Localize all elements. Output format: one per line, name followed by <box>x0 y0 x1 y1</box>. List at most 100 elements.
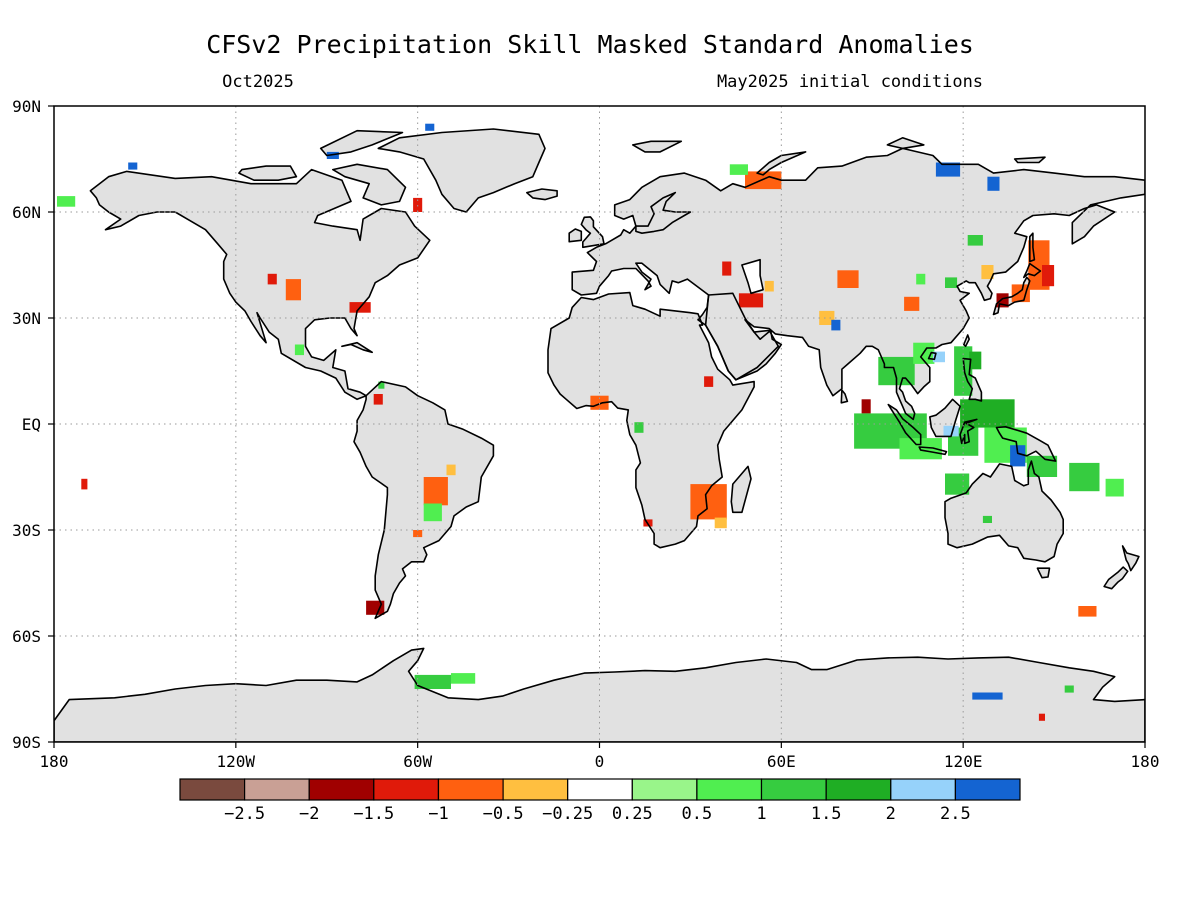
colorbar-swatch <box>760 778 827 801</box>
lake-caspian-sea <box>741 259 764 294</box>
lat-tick-label: 60S <box>12 627 41 646</box>
anomaly-cell <box>969 351 982 370</box>
land-new-siberian-islands <box>1014 157 1045 163</box>
colorbar-swatch <box>890 778 956 801</box>
colorbar-swatch <box>954 778 1021 801</box>
anomaly-cell <box>267 273 277 285</box>
anomaly-cell <box>378 381 385 389</box>
coastline-hainan <box>927 351 937 361</box>
colorbar-label: −0.25 <box>542 804 593 824</box>
coastline-new-zealand-south <box>1103 566 1129 590</box>
colorbar-label: −0.5 <box>483 804 524 824</box>
colorbar-label: −1.5 <box>353 804 394 824</box>
anomaly-cell <box>285 279 301 301</box>
anomaly-cell <box>57 196 76 207</box>
anomaly-cell <box>373 394 383 405</box>
land-arabia-fill <box>705 293 779 380</box>
anomaly-cell <box>831 319 841 331</box>
coastline-greenland <box>377 128 546 213</box>
colorbar-swatch <box>373 778 439 801</box>
coastline-java <box>918 446 948 456</box>
land-ireland <box>569 229 582 242</box>
land-north-america <box>90 169 430 400</box>
lon-tick-label: 180 <box>1131 752 1160 771</box>
anomaly-cell <box>1064 685 1074 693</box>
coastline-baffin-island <box>331 163 407 206</box>
land-greenland <box>378 129 545 212</box>
lon-tick-label: 60W <box>403 752 432 771</box>
lat-tick-label: 60N <box>12 203 41 222</box>
land-great-britain <box>581 216 604 248</box>
lat-tick-label: 30S <box>12 521 41 540</box>
anomaly-cell <box>294 344 304 356</box>
coastline-great-britain <box>580 216 605 249</box>
axis-ticks <box>48 105 1146 748</box>
lat-tick-label: 90N <box>12 97 41 116</box>
anomaly-cell <box>714 517 727 529</box>
lon-tick-label: 120W <box>217 752 256 771</box>
anomaly-cell <box>1078 606 1097 617</box>
anomaly-cell <box>1010 445 1026 467</box>
anomaly-cell <box>722 261 732 276</box>
coastline-antarctica <box>54 647 1145 742</box>
anomaly-cell <box>704 376 714 387</box>
anomaly-cell <box>326 151 339 159</box>
longitude-tick-labels: 180 120W 60W 0 60E 120E 180 <box>40 752 1160 771</box>
colorbar-label: 1 <box>756 804 766 824</box>
anomaly-cell <box>945 277 958 288</box>
latitude-tick-labels: 90N 60N 30N EQ 30S 60S 90S <box>12 97 41 752</box>
land-ellesmere-island <box>320 130 403 156</box>
coastline-cuba <box>341 341 374 354</box>
colorbar-swatch <box>179 778 246 801</box>
coastline-novaya-zemlya <box>756 151 807 176</box>
coastline-tasmania <box>1036 567 1051 579</box>
lon-tick-label: 120E <box>944 752 983 771</box>
coastline-new-guinea <box>995 425 1057 462</box>
anomaly-cell <box>935 162 961 177</box>
anomaly-cell <box>128 162 138 170</box>
lat-tick-label: EQ <box>22 415 41 434</box>
land-madagascar <box>731 466 751 513</box>
coastline-victoria-island <box>238 165 298 181</box>
coastline-north-america <box>89 168 431 401</box>
anomaly-cell <box>1026 455 1058 477</box>
lon-tick-label: 0 <box>595 752 605 771</box>
colorbar-swatch <box>825 778 892 801</box>
anomaly-cell <box>987 176 1000 191</box>
colorbar-label: −2.5 <box>224 804 265 824</box>
anomaly-cell <box>634 422 644 433</box>
anomaly-cell <box>413 530 423 538</box>
map-layers <box>54 106 1145 742</box>
anomaly-cell <box>1105 478 1124 497</box>
anomaly-cell <box>943 425 959 437</box>
coastline-arabia-fill <box>704 292 780 381</box>
coastline-iceland <box>525 188 558 201</box>
coastline-scandinavia-inlet <box>635 191 692 234</box>
anomaly-cell <box>451 673 476 684</box>
anomaly-cell <box>1069 462 1100 492</box>
coastline-svalbard <box>631 140 683 153</box>
colorbar-label: 1.5 <box>811 804 842 824</box>
map-title: CFSv2 Precipitation Skill Masked Standar… <box>206 30 974 59</box>
coastline-new-zealand-north <box>1121 545 1140 572</box>
coastline-taiwan <box>962 334 971 348</box>
anomaly-cell <box>764 280 774 292</box>
colorbar-label: 0.5 <box>682 804 713 824</box>
anomaly-cell <box>413 197 423 212</box>
anomaly-cell <box>982 515 992 523</box>
coastline-australia <box>944 460 1064 563</box>
anomaly-cell <box>972 692 1003 700</box>
land-victoria-island <box>238 166 297 181</box>
anomaly-cell <box>425 123 435 131</box>
coastline-borneo <box>928 398 961 438</box>
land-taiwan <box>963 335 970 347</box>
lon-tick-label: 60E <box>767 752 796 771</box>
anomaly-cell <box>366 600 385 615</box>
valid-month-label: Oct2025 <box>222 72 294 92</box>
anomaly-cell <box>981 265 994 280</box>
colorbar-swatch <box>308 778 375 801</box>
coastline-sri-lanka <box>840 389 849 404</box>
land-new-zealand-south <box>1104 567 1128 589</box>
